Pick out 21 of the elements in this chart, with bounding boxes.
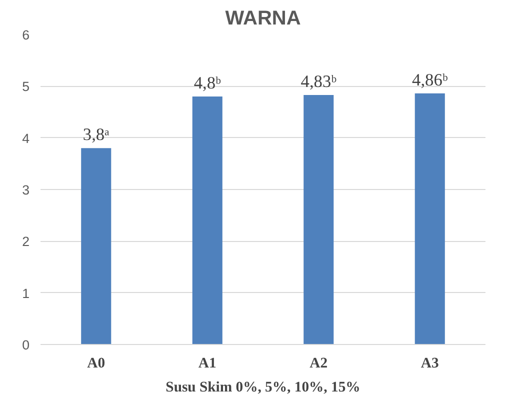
bar bbox=[414, 93, 445, 344]
y-tick-label: 5 bbox=[22, 79, 30, 94]
chart-title: WARNA bbox=[225, 8, 301, 30]
y-tick-label: 6 bbox=[22, 28, 30, 42]
bar bbox=[304, 94, 334, 344]
data-label: 4,8ᵇ bbox=[194, 74, 222, 92]
bar bbox=[192, 96, 222, 344]
x-tick-label: A0 bbox=[87, 356, 106, 372]
y-tick-label: 1 bbox=[22, 286, 30, 301]
data-label: 4,83ᵇ bbox=[300, 72, 338, 91]
data-label: 3,8ᵃ bbox=[82, 125, 110, 144]
y-tick-label: 0 bbox=[22, 338, 30, 352]
y-tick-label: 4 bbox=[22, 130, 30, 146]
bar bbox=[81, 148, 112, 344]
y-tick-label: 2 bbox=[22, 234, 30, 250]
x-tick-label: A1 bbox=[198, 356, 216, 372]
x-tick-label: A2 bbox=[310, 356, 328, 372]
y-tick-label: 3 bbox=[22, 182, 30, 198]
x-tick-label: A3 bbox=[420, 356, 439, 372]
data-label: 4,86ᵇ bbox=[412, 70, 448, 90]
x-axis-title: Susu Skim 0%, 5%, 10%, 15% bbox=[166, 380, 360, 396]
